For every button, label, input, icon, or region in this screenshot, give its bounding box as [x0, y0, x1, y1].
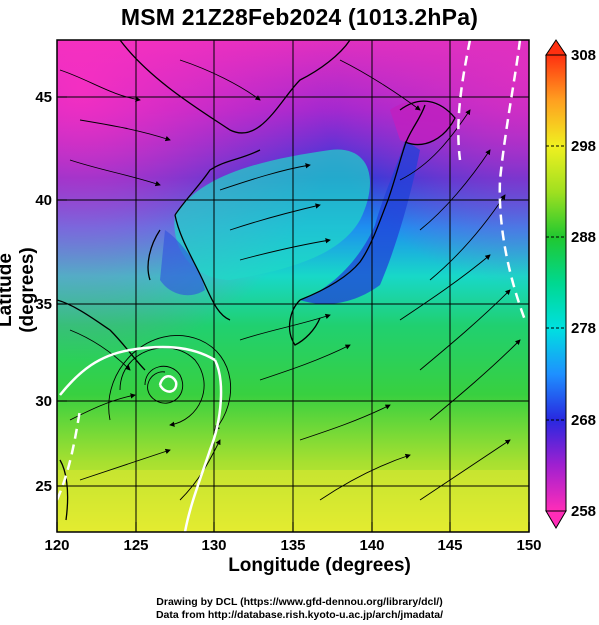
colorbar-tick-label: 308 — [571, 47, 596, 64]
x-tick-label: 125 — [123, 537, 148, 554]
pressure-contours — [57, 40, 527, 532]
y-tick-label: 25 — [35, 478, 52, 495]
colorbar-min-arrow — [545, 510, 567, 529]
colorbar-tick-label: 288 — [571, 229, 596, 246]
x-tick-label: 140 — [359, 537, 384, 554]
grid-lines — [57, 40, 529, 532]
colorbar-tick-label: 268 — [571, 412, 596, 429]
map-title: MSM 21Z28Feb2024 (1013.2hPa) — [120, 4, 479, 30]
x-tick-label: 135 — [280, 537, 305, 554]
colorbar-max-arrow — [545, 39, 567, 56]
x-tick-label: 120 — [44, 537, 69, 554]
y-axis: 25 30 35 40 45 — [35, 89, 67, 495]
credits: Drawing by DCL (https://www.gfd-dennou.o… — [0, 596, 599, 622]
x-tick-label: 145 — [437, 537, 462, 554]
credit-drawing: Drawing by DCL (https://www.gfd-dennou.o… — [156, 596, 443, 608]
wind-streamlines — [59, 59, 521, 501]
credit-data: Data from http://database.rish.kyoto-u.a… — [155, 609, 444, 621]
y-tick-label: 35 — [35, 296, 52, 313]
y-tick-label: 45 — [35, 89, 52, 106]
y-tick-label: 30 — [35, 393, 52, 410]
colorbar: 308 298 288 278 268 258 — [545, 39, 596, 529]
y-tick-label: 40 — [35, 192, 52, 209]
colorbar-tick-label: 278 — [571, 320, 596, 337]
colorbar-tick-label: 258 — [571, 503, 596, 520]
x-tick-label: 130 — [201, 537, 226, 554]
x-axis-label: Longitude (degrees) — [228, 555, 411, 576]
colorbar-tick-label: 298 — [571, 138, 596, 155]
x-axis: 120 125 130 135 140 145 150 — [44, 522, 542, 554]
y-axis-label: Latitude (degrees) — [0, 247, 38, 333]
x-tick-label: 150 — [516, 537, 541, 554]
